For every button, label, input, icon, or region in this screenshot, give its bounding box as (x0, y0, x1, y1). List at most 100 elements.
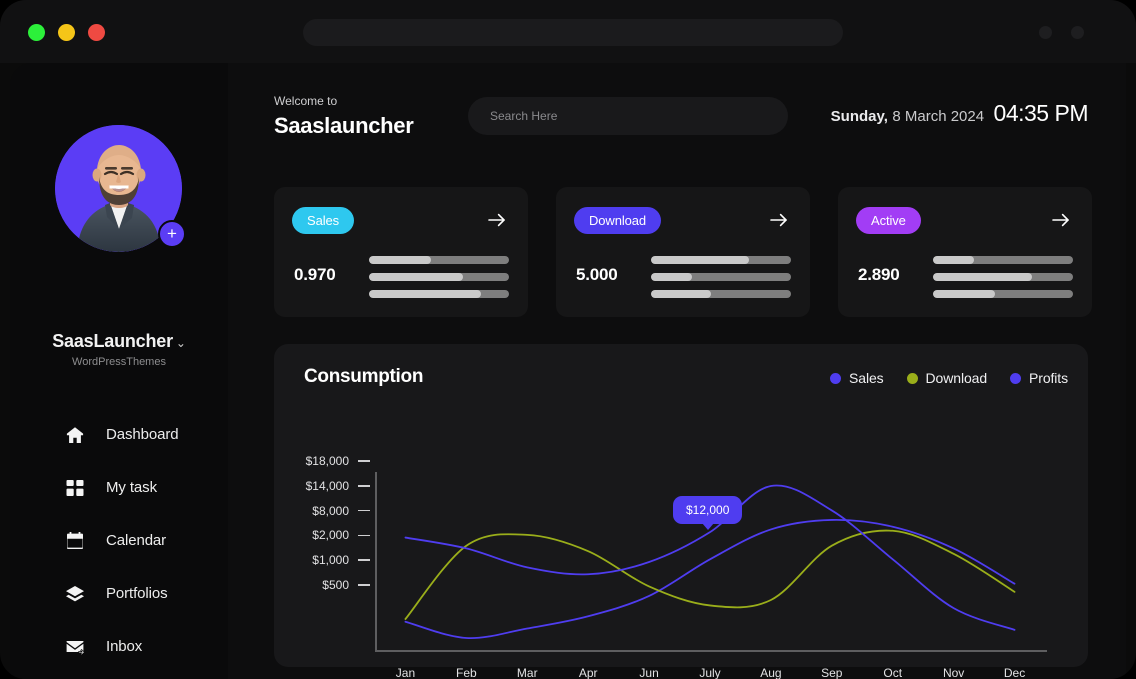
legend-swatch (1010, 372, 1022, 384)
calendar-icon (65, 531, 85, 551)
app-shell: + SaasLauncher ⌄ WordPressThemes Dashboar… (10, 63, 1126, 679)
profile-name-text: SaasLauncher (52, 331, 173, 351)
x-axis-tick: Oct (883, 666, 903, 679)
sidebar-item-dashboard[interactable]: Dashboard (10, 408, 228, 461)
avatar[interactable] (55, 125, 182, 252)
page-title: Saaslauncher (274, 113, 414, 138)
arrow-right-icon[interactable] (768, 209, 790, 231)
titlebar-dot-icon-1[interactable] (1039, 26, 1052, 39)
y-axis-tick: $8,000 (312, 504, 370, 518)
traffic-light-green[interactable] (28, 24, 45, 41)
legend-swatch (906, 372, 918, 384)
x-axis-tick: Sep (821, 666, 843, 679)
chart-y-axis: $18,000 $14,000 $8,000 $2,000 $1,000 $500 (274, 454, 370, 654)
consumption-chart-panel: Consumption Sales Download Profits (274, 344, 1088, 679)
stat-value: 5.000 (576, 265, 618, 284)
main-content: Welcome to Saaslauncher Sunday, 8 March … (228, 63, 1126, 679)
avatar-add-button[interactable]: + (158, 220, 186, 248)
sidebar-item-list-work[interactable]: List Work (10, 673, 228, 679)
y-axis-tick: $18,000 (306, 454, 370, 468)
traffic-light-red[interactable] (88, 24, 105, 41)
current-time: 04:35 PM (993, 100, 1089, 126)
sidebar-item-label: Portfolios (106, 585, 168, 602)
y-axis-tick: $1,000 (312, 553, 370, 567)
profile-name[interactable]: SaasLauncher ⌄ (10, 331, 228, 352)
chart-axis-line-vertical (375, 472, 377, 652)
welcome-label: Welcome to (274, 94, 338, 108)
x-axis-tick: Jan (395, 666, 416, 679)
chart-title: Consumption (304, 366, 424, 387)
sidebar-item-label: My task (106, 479, 157, 496)
sidebar: + SaasLauncher ⌄ WordPressThemes Dashboar… (10, 63, 228, 679)
chart-line-sales (405, 520, 1014, 638)
progress-bar (933, 256, 1073, 264)
sidebar-item-label: Dashboard (106, 426, 179, 443)
sidebar-item-inbox[interactable]: Inbox (10, 620, 228, 673)
browser-address-bar[interactable] (303, 19, 843, 46)
stat-card-download[interactable]: Download 5.000 (556, 187, 810, 317)
date-day: Sunday, (830, 108, 888, 125)
chart-axis-line-horizontal (375, 650, 1047, 652)
chevron-down-icon[interactable]: ⌄ (175, 336, 186, 350)
legend-label: Profits (1029, 370, 1068, 386)
progress-bars (369, 256, 509, 307)
legend-item-profits[interactable]: Profits (1010, 370, 1068, 386)
progress-bars (933, 256, 1073, 307)
chart-tooltip: $12,000 (673, 496, 743, 525)
titlebar-dot-icon-2[interactable] (1071, 26, 1084, 39)
progress-bar (651, 273, 791, 281)
profile-subtitle: WordPressThemes (72, 356, 166, 368)
stat-card-sales[interactable]: Sales 0.970 (274, 187, 528, 317)
progress-bar (933, 290, 1073, 298)
chart-legend: Sales Download Profits (830, 370, 1068, 386)
stat-value: 0.970 (294, 265, 336, 284)
search-input[interactable] (468, 97, 788, 135)
progress-bar (651, 290, 791, 298)
progress-bars (651, 256, 791, 307)
date-rest: 8 March 2024 (892, 108, 985, 125)
x-axis-tick: July (699, 666, 721, 679)
x-axis-tick: Apr (578, 666, 598, 679)
sidebar-item-portfolios[interactable]: Portfolios (10, 567, 228, 620)
x-axis-tick: Dec (1003, 666, 1026, 679)
chart-line-download (405, 531, 1014, 619)
browser-titlebar (0, 0, 1136, 63)
sidebar-item-my-task[interactable]: My task (10, 461, 228, 514)
traffic-light-yellow[interactable] (58, 24, 75, 41)
y-axis-tick: $2,000 (312, 528, 370, 542)
sidebar-nav: Dashboard My task Calendar (10, 408, 228, 679)
status-badge[interactable]: Active (856, 207, 921, 234)
arrow-right-icon[interactable] (486, 209, 508, 231)
layers-icon (65, 584, 85, 604)
user-avatar-photo-icon (55, 125, 182, 252)
datetime-display: Sunday, 8 March 2024 04:35 PM (830, 100, 1089, 127)
stat-value: 2.890 (858, 265, 900, 284)
x-axis-tick: Jun (639, 666, 659, 679)
search-box[interactable] (468, 97, 788, 135)
status-badge[interactable]: Download (574, 207, 662, 234)
progress-bar (933, 273, 1073, 281)
grid-icon (65, 478, 85, 498)
mail-icon (65, 637, 85, 657)
progress-bar (369, 273, 509, 281)
progress-bar (369, 256, 509, 264)
status-badge[interactable]: Sales (292, 207, 355, 234)
chart-x-axis: Jan Feb Mar Apr Jun July Aug Sep Oct Nov Dec (375, 666, 1045, 679)
sidebar-item-label: Calendar (106, 532, 167, 549)
sidebar-item-calendar[interactable]: Calendar (10, 514, 228, 567)
y-axis-tick: $500 (322, 578, 370, 592)
legend-item-download[interactable]: Download (906, 370, 988, 386)
avatar-wrapper[interactable]: + (55, 125, 186, 252)
home-icon (65, 425, 85, 445)
x-axis-tick: Mar (516, 666, 538, 679)
legend-item-sales[interactable]: Sales (830, 370, 884, 386)
legend-swatch (830, 372, 842, 384)
stat-card-active[interactable]: Active 2.890 (838, 187, 1092, 317)
x-axis-tick: Feb (456, 666, 477, 679)
legend-label: Sales (849, 370, 884, 386)
arrow-right-icon[interactable] (1050, 209, 1072, 231)
progress-bar (369, 290, 509, 298)
legend-label: Download (925, 370, 988, 386)
progress-bar (651, 256, 791, 264)
x-axis-tick: Nov (942, 666, 965, 679)
